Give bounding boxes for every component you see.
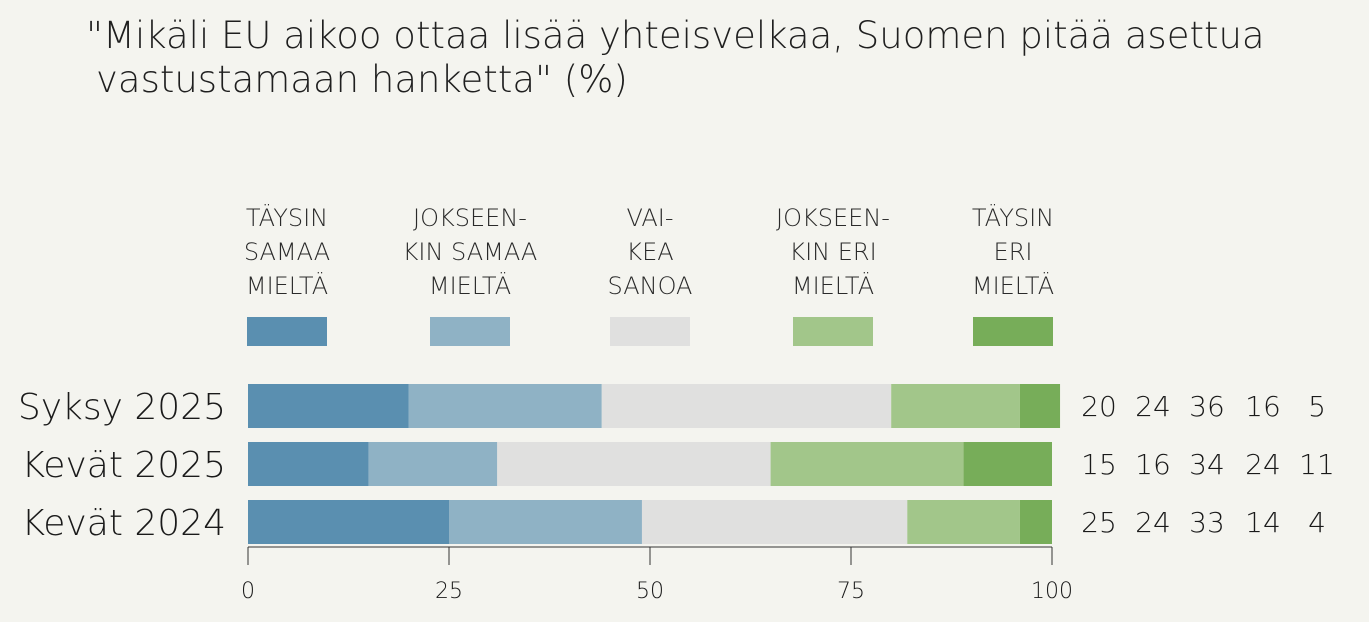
bar-segment-r3-s4 — [907, 500, 1020, 544]
x-tick-label-2: 25 — [435, 579, 463, 604]
chart-title-line-1: "Mikäli EU aikoo ottaa lisää yhteisvelka… — [86, 14, 1265, 57]
value-label-r3-s2: 24 — [1135, 506, 1171, 539]
bars — [248, 384, 1061, 544]
x-tick-label-1: 0 — [241, 579, 255, 604]
bar-segment-r2-s3 — [497, 442, 771, 486]
bar-segment-r2-s1 — [248, 442, 369, 486]
legend-swatch-2 — [430, 317, 510, 346]
bar-segment-r3-s2 — [449, 500, 642, 544]
legend-label-2: JOKSEEN-KIN SAMAA MIELTÄ — [403, 204, 538, 300]
x-axis: 0 25 50 75 100 — [241, 546, 1073, 604]
value-label-r1-s5: 5 — [1308, 390, 1326, 423]
bar-segment-r1-s5 — [1019, 384, 1061, 428]
value-label-r1-s3: 36 — [1189, 390, 1225, 423]
bar-segment-r1-s2 — [408, 384, 602, 428]
legend-label-3: VAI-KEA SANOA — [608, 204, 693, 300]
value-label-r2-s3: 34 — [1189, 448, 1225, 481]
legend-swatch-4 — [793, 317, 873, 346]
value-label-r1-s1: 20 — [1081, 390, 1117, 423]
bar-segment-r1-s4 — [891, 384, 1020, 428]
bar-segment-r3-s3 — [641, 500, 908, 544]
value-label-r3-s1: 25 — [1081, 506, 1117, 539]
bar-segment-r2-s4 — [770, 442, 964, 486]
x-tick-label-5: 100 — [1031, 579, 1073, 604]
legend-label-1: TÄYSIN SAMAA MIELTÄ — [244, 202, 330, 300]
row-label-1: Syksy 2025 — [18, 387, 226, 428]
value-label-r1-s2: 24 — [1135, 390, 1171, 423]
value-labels: 20 24 36 16 5 15 16 34 24 11 25 24 33 14 4 — [1081, 390, 1335, 539]
value-label-r3-s5: 4 — [1308, 506, 1326, 539]
legend-label-5: TÄYSIN ERI MIELTÄ — [972, 202, 1054, 300]
row-labels: Syksy 2025 Kevät 2025 Kevät 2024 — [18, 387, 226, 544]
x-tick-label-4: 75 — [837, 579, 865, 604]
value-label-r3-s4: 14 — [1245, 506, 1281, 539]
value-label-r3-s3: 33 — [1189, 506, 1225, 539]
row-label-2: Kevät 2025 — [21, 445, 226, 486]
chart-title-line-2: vastustamaan hanketta" (%) — [96, 58, 628, 101]
x-tick-label-3: 50 — [636, 579, 664, 604]
value-label-r2-s1: 15 — [1081, 448, 1117, 481]
value-label-r2-s4: 24 — [1245, 448, 1281, 481]
chart-title: "Mikäli EU aikoo ottaa lisää yhteisvelka… — [86, 14, 1286, 102]
bar-segment-r3-s1 — [248, 500, 449, 544]
legend-swatch-5 — [973, 317, 1053, 346]
legend: TÄYSIN SAMAA MIELTÄ JOKSEEN-KIN SAMAA MIELTÄ… — [244, 202, 1054, 346]
legend-label-4: JOKSEEN-KIN ERI MIELTÄ — [776, 204, 890, 300]
row-label-3: Kevät 2024 — [21, 503, 226, 544]
bar-segment-r1-s3 — [601, 384, 892, 428]
bar-segment-r3-s5 — [1019, 500, 1052, 544]
value-label-r2-s5: 11 — [1299, 448, 1335, 481]
legend-swatch-3 — [610, 317, 690, 346]
value-label-r1-s4: 16 — [1245, 390, 1281, 423]
bar-segment-r2-s2 — [368, 442, 498, 486]
value-label-r2-s2: 16 — [1135, 448, 1171, 481]
bar-segment-r2-s5 — [963, 442, 1052, 486]
legend-swatch-1 — [247, 317, 327, 346]
bar-segment-r1-s1 — [248, 384, 409, 428]
